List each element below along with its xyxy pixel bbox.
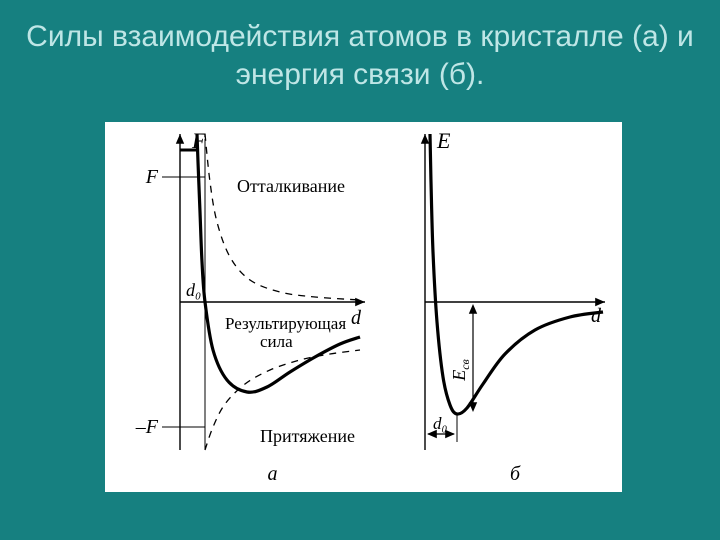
diagram-svg: Fd F –F d₀ Отталкивание Результирующаясила При…: [105, 122, 622, 492]
figure-container: Fd F –F d₀ Отталкивание Результирующаясила При…: [105, 122, 622, 492]
svg-text:Отталкивание: Отталкивание: [237, 176, 345, 196]
svg-text:Результирующая: Результирующая: [225, 314, 346, 333]
svg-text:d: d: [351, 307, 362, 329]
svg-text:–F: –F: [135, 416, 159, 438]
slide-title: Силы взаимодействия атомов в кристалле (…: [0, 18, 720, 93]
svg-text:а: а: [268, 463, 278, 485]
svg-text:сила: сила: [260, 332, 293, 351]
slide: Силы взаимодействия атомов в кристалле (…: [0, 0, 720, 540]
svg-text:d₀: d₀: [186, 280, 201, 300]
svg-text:Притяжение: Притяжение: [260, 426, 355, 446]
svg-text:E: E: [436, 128, 451, 153]
svg-text:d: d: [591, 305, 602, 327]
svg-text:F: F: [145, 166, 159, 188]
svg-text:d₀: d₀: [433, 414, 448, 433]
svg-text:б: б: [510, 463, 521, 485]
svg-text:F: F: [191, 128, 206, 153]
